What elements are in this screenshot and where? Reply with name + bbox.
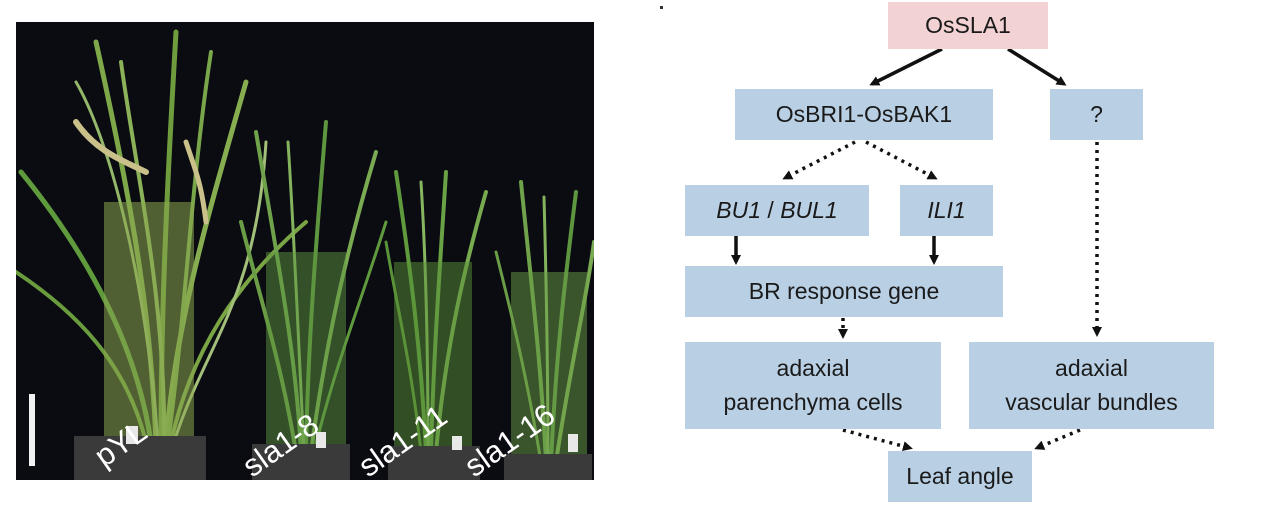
node-unknown-label: ? xyxy=(1090,100,1103,127)
node-adaxial-parenchyma: adaxial parenchyma cells xyxy=(685,342,941,429)
edge-receptor-bu1 xyxy=(782,140,856,180)
pot-tag xyxy=(452,436,462,450)
pot-tag xyxy=(568,434,578,452)
node-leaf-angle: Leaf angle xyxy=(888,451,1032,502)
node-adaxial-vascular-line1: adaxial xyxy=(1055,355,1128,382)
pot-tag xyxy=(126,426,138,444)
node-bu1-bul1-label: BU1 / BUL1 xyxy=(716,194,837,227)
plant-sla1-11 xyxy=(384,170,488,454)
node-adaxial-parenchyma-line2: parenchyma cells xyxy=(723,388,903,415)
edge-root-receptor xyxy=(869,47,943,86)
node-ossla1: OsSLA1 xyxy=(888,2,1048,49)
node-adaxial-vascular-line2: vascular bundles xyxy=(1005,388,1178,415)
node-ossla1-label: OsSLA1 xyxy=(925,11,1011,38)
edge-vascular-leaf xyxy=(1034,428,1081,450)
node-ili1-label: ILI1 xyxy=(927,196,966,223)
pot-pyl xyxy=(74,436,206,480)
node-br-response-gene-label: BR response gene xyxy=(748,277,940,304)
node-osbri1-osbak1: OsBRI1-OsBAK1 xyxy=(735,89,993,140)
edge-receptor-ili1 xyxy=(865,140,938,180)
plant-photo: pYL sla1-8 sla1-11 sla1-16 xyxy=(16,22,594,480)
plant-sla1-8 xyxy=(239,120,388,454)
pot-tag xyxy=(316,432,326,448)
node-bu1-text: BU1 xyxy=(716,196,762,223)
node-ili1: ILI1 xyxy=(900,185,993,236)
node-bu1-separator: / xyxy=(761,196,781,223)
pot-sla1-8 xyxy=(252,444,350,480)
scale-bar xyxy=(29,394,35,466)
node-leaf-angle-label: Leaf angle xyxy=(906,462,1014,489)
pot-sla1-11 xyxy=(388,446,480,480)
node-adaxial-parenchyma-line1: adaxial xyxy=(776,355,850,382)
node-bul1-text: BUL1 xyxy=(780,196,838,223)
node-osbri1-osbak1-label: OsBRI1-OsBAK1 xyxy=(775,100,953,127)
pot-sla1-16 xyxy=(504,454,592,480)
node-unknown: ? xyxy=(1050,89,1143,140)
plant-sla1-16 xyxy=(494,180,594,464)
node-bu1-bul1: BU1 / BUL1 xyxy=(685,185,869,236)
edge-root-unknown xyxy=(1007,47,1067,86)
stray-dot xyxy=(660,6,663,9)
node-adaxial-vascular: adaxial vascular bundles xyxy=(969,342,1214,429)
plant-pyl xyxy=(16,29,308,445)
node-br-response-gene: BR response gene xyxy=(685,266,1003,317)
edge-parenchyma-leaf xyxy=(842,428,913,452)
